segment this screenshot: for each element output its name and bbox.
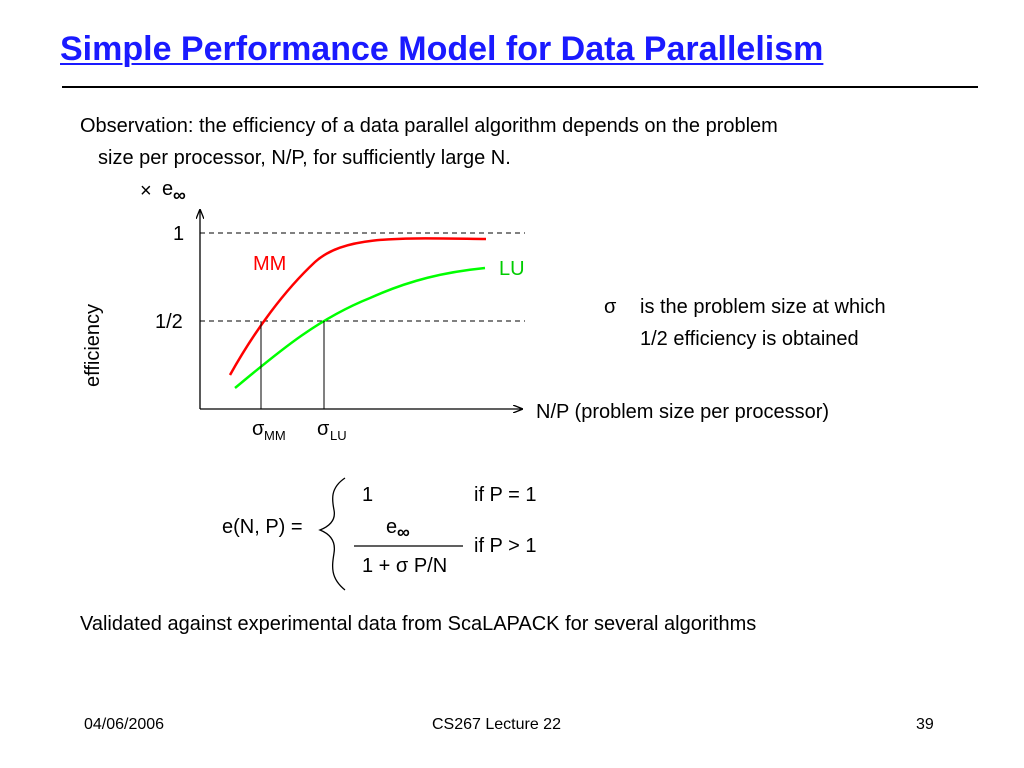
- observation-line-2: size per processor, N/P, for sufficientl…: [98, 147, 511, 169]
- formula-brace: [318, 477, 346, 591]
- y-top-times-symbol: ×: [140, 180, 152, 202]
- formula-denominator: 1 + σ P/N: [362, 555, 447, 577]
- y-top-infinity-sub: ∞: [173, 185, 186, 205]
- formula-lhs: e(N, P) =: [222, 516, 303, 538]
- footer-date: 04/06/2006: [84, 716, 165, 733]
- slide-title: Simple Performance Model for Data Parall…: [60, 30, 824, 68]
- note-line-1: is the problem size at which: [640, 296, 886, 318]
- observation-line-1: Observation: the efficiency of a data pa…: [80, 115, 778, 137]
- lu-curve: [234, 266, 486, 389]
- note-line-2: 1/2 efficiency is obtained: [640, 328, 859, 350]
- x-axis-label: N/P (problem size per processor): [536, 401, 829, 423]
- note-sigma-symbol: σ: [604, 296, 617, 318]
- tick-label-one: 1: [173, 223, 184, 245]
- formula-case2-condition: if P > 1: [474, 535, 536, 557]
- mm-curve-label: MM: [253, 253, 286, 275]
- formula-numerator-infinity-sub: ∞: [397, 522, 410, 542]
- mm-curve: [228, 237, 487, 376]
- y-top-e-label: e: [162, 178, 173, 200]
- title-divider: [62, 86, 978, 88]
- formula-case1-condition: if P = 1: [474, 484, 536, 506]
- y-axis-label: efficiency: [82, 304, 104, 387]
- footer-course: CS267 Lecture 22: [432, 716, 561, 733]
- sigma-lu-subscript: LU: [330, 428, 347, 443]
- tick-label-half: 1/2: [155, 311, 183, 333]
- footer-page-number: 39: [916, 716, 934, 733]
- formula-numerator-e: e: [386, 516, 397, 538]
- sigma-mm-subscript: MM: [264, 428, 286, 443]
- observation-text: Observation: the efficiency of a data pa…: [80, 110, 960, 174]
- formula-case1-value: 1: [362, 484, 373, 506]
- sigma-mm-symbol: σ: [252, 418, 265, 440]
- lu-curve-label: LU: [499, 258, 525, 280]
- validation-text: Validated against experimental data from…: [80, 613, 757, 635]
- sigma-lu-symbol: σ: [317, 418, 330, 440]
